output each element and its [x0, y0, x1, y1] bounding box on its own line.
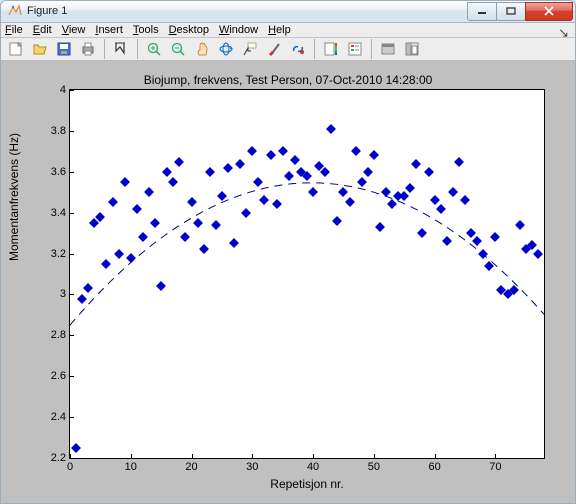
y-tick-label: 2.4 [51, 411, 70, 423]
save-button[interactable] [53, 38, 75, 60]
data-cursor-button[interactable] [239, 38, 261, 60]
fit-curve [70, 90, 544, 458]
y-tick-label: 2.8 [51, 329, 70, 341]
edit-plot-button[interactable] [110, 38, 132, 60]
x-tick-label: 30 [246, 458, 258, 473]
menu-help[interactable]: Help [268, 24, 291, 36]
menu-insert[interactable]: Insert [95, 24, 123, 36]
toolbar [1, 38, 575, 61]
toolbar-separator [137, 39, 138, 59]
axes-title: Biojump, frekvens, Test Person, 07-Oct-2… [13, 73, 563, 87]
menu-chevron-icon[interactable]: ↘ [558, 25, 569, 41]
toolbar-separator [314, 39, 315, 59]
titlebar[interactable]: Figure 1 [1, 1, 575, 23]
print-button[interactable] [77, 38, 99, 60]
zoom-in-button[interactable] [143, 38, 165, 60]
menu-file[interactable]: File [5, 24, 23, 36]
legend-button[interactable] [344, 38, 366, 60]
minimize-button[interactable] [467, 2, 497, 21]
matlab-icon [7, 3, 23, 19]
y-tick-label: 4 [60, 84, 70, 96]
menu-tools[interactable]: Tools [133, 24, 159, 36]
x-tick-label: 60 [428, 458, 440, 473]
axes[interactable]: 2.22.42.62.833.23.43.63.8401020304050607… [69, 89, 545, 459]
x-tick-label: 10 [125, 458, 137, 473]
menu-desktop[interactable]: Desktop [169, 24, 209, 36]
new-figure-button[interactable] [5, 38, 27, 60]
open-button[interactable] [29, 38, 51, 60]
x-tick-label: 20 [185, 458, 197, 473]
x-tick-label: 40 [307, 458, 319, 473]
pan-button[interactable] [191, 38, 213, 60]
close-button[interactable] [525, 2, 573, 21]
y-tick-label: 3 [60, 288, 70, 300]
y-tick-label: 3.6 [51, 166, 70, 178]
toolbar-separator [104, 39, 105, 59]
colorbar-button[interactable] [320, 38, 342, 60]
maximize-button[interactable] [496, 2, 526, 21]
zoom-out-button[interactable] [167, 38, 189, 60]
menubar: File Edit View Insert Tools Desktop Window Help… [1, 23, 575, 38]
rotate-3d-button[interactable] [215, 38, 237, 60]
y-tick-label: 3.4 [51, 207, 70, 219]
menu-view[interactable]: View [62, 24, 86, 36]
window-controls [468, 2, 573, 21]
figure-window: Figure 1 File Edit View Insert Tools Desktop W… [0, 0, 576, 504]
x-tick-label: 70 [489, 458, 501, 473]
dock-button[interactable] [401, 38, 423, 60]
menu-window[interactable]: Window [219, 24, 258, 36]
menu-edit[interactable]: Edit [33, 24, 52, 36]
x-axis-label: Repetisjon nr. [69, 477, 545, 491]
y-tick-label: 3.2 [51, 248, 70, 260]
window-title: Figure 1 [27, 5, 468, 17]
figure-area: Biojump, frekvens, Test Person, 07-Oct-2… [1, 61, 575, 503]
hide-tools-button[interactable] [377, 38, 399, 60]
link-button[interactable] [287, 38, 309, 60]
y-tick-label: 2.6 [51, 370, 70, 382]
y-axis-label: Momentanfrekvens (Hz) [7, 133, 21, 261]
toolbar-separator [371, 39, 372, 59]
x-tick-label: 50 [368, 458, 380, 473]
x-tick-label: 0 [67, 458, 73, 473]
y-tick-label: 3.8 [51, 125, 70, 137]
brush-button[interactable] [263, 38, 285, 60]
